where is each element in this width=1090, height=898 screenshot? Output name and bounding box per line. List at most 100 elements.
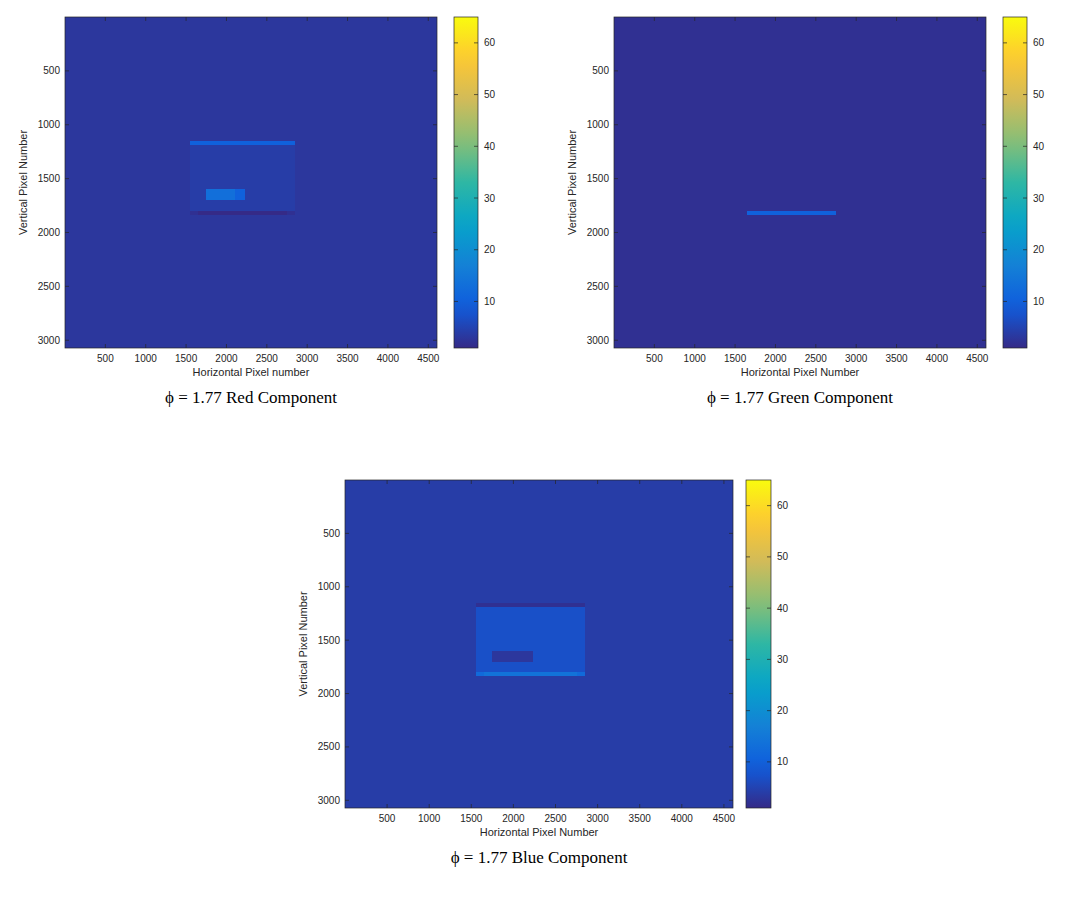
heatmap-cell xyxy=(287,141,295,145)
y-tick-label: 1500 xyxy=(587,173,610,184)
heatmap-cell xyxy=(614,17,740,141)
heatmap-cell xyxy=(585,672,733,677)
heatmap-cell xyxy=(198,211,206,216)
x-tick xyxy=(226,344,227,348)
heatmap-cell xyxy=(295,145,437,190)
x-tick-label: 2500 xyxy=(805,353,828,364)
x-tick-label: 3500 xyxy=(885,353,908,364)
x-tick xyxy=(977,17,978,21)
x-tick xyxy=(387,344,388,348)
heatmap-cell xyxy=(65,215,191,348)
y-tick xyxy=(982,70,986,71)
colorbar xyxy=(1003,17,1027,348)
x-tick xyxy=(597,480,598,484)
heatmap-cell xyxy=(235,17,246,141)
x-tick-label: 500 xyxy=(379,813,396,824)
heatmap-cell xyxy=(235,189,246,200)
heatmap-cell xyxy=(614,141,740,145)
heatmap-cell xyxy=(794,200,836,211)
heatmap-cell xyxy=(614,200,740,211)
heatmap-cell xyxy=(345,607,476,652)
colorbar-tick xyxy=(474,301,478,302)
heatmap-cell xyxy=(492,662,522,673)
colorbar-tick xyxy=(1023,94,1027,95)
y-tick xyxy=(982,232,986,233)
x-tick xyxy=(654,17,655,21)
heatmap-cell xyxy=(295,17,437,141)
panel: 5001000150020002500300035004000450050010… xyxy=(297,480,789,867)
heatmap-cells xyxy=(614,17,986,348)
colorbar-tick xyxy=(454,42,458,43)
heatmap-cell xyxy=(295,189,437,200)
heatmap-cell xyxy=(295,215,437,348)
heatmap-cell xyxy=(476,603,485,607)
figure: 5001000150020002500300035004000450050010… xyxy=(0,0,1090,898)
heatmap-cell xyxy=(206,211,235,216)
y-tick xyxy=(433,286,437,287)
panel: 5001000150020002500300035004000450050010… xyxy=(17,17,496,407)
heatmap-cell xyxy=(206,215,235,348)
x-tick xyxy=(639,804,640,808)
x-tick xyxy=(145,344,146,348)
heatmap-cell xyxy=(345,603,476,607)
y-tick xyxy=(614,286,618,287)
colorbar-tick xyxy=(454,146,458,147)
heatmap-cell xyxy=(585,603,733,607)
heatmap-cell xyxy=(577,607,586,652)
x-tick xyxy=(145,17,146,21)
heatmap-cell xyxy=(747,189,755,200)
colorbar-tick xyxy=(474,249,478,250)
y-tick xyxy=(614,340,618,341)
heatmap-cell xyxy=(245,211,287,216)
heatmap-cell xyxy=(476,662,485,673)
x-tick xyxy=(936,17,937,21)
y-tick xyxy=(729,746,733,747)
x-tick xyxy=(735,344,736,348)
colorbar-tick xyxy=(454,301,458,302)
heatmap-cell xyxy=(345,480,476,603)
x-tick xyxy=(307,344,308,348)
x-tick xyxy=(694,344,695,348)
heatmap-cell xyxy=(585,480,733,603)
x-tick xyxy=(775,344,776,348)
colorbar-tick xyxy=(474,198,478,199)
heatmap-cell xyxy=(522,676,533,808)
heatmap-cell xyxy=(492,672,522,677)
heatmap-cell xyxy=(295,211,437,216)
heatmap-cell xyxy=(585,607,733,652)
x-tick xyxy=(936,344,937,348)
x-tick xyxy=(639,480,640,484)
colorbar-tick-label: 20 xyxy=(484,244,496,255)
heatmap-cell xyxy=(844,215,986,348)
heatmap-cell xyxy=(476,607,485,652)
heatmap-cell xyxy=(577,603,586,607)
heatmap-cell xyxy=(190,189,198,200)
x-tick-label: 2000 xyxy=(764,353,787,364)
x-tick xyxy=(775,17,776,21)
heatmap-cell xyxy=(844,17,986,141)
y-tick xyxy=(65,178,69,179)
y-tick xyxy=(729,640,733,641)
colorbar-tick-label: 50 xyxy=(1033,89,1045,100)
y-tick-label: 1000 xyxy=(38,119,61,130)
heatmap-cell xyxy=(206,200,235,211)
x-tick xyxy=(266,17,267,21)
y-tick xyxy=(614,178,618,179)
heatmap-cell xyxy=(345,672,476,677)
heatmap-cell xyxy=(747,211,755,216)
x-tick xyxy=(186,344,187,348)
colorbar xyxy=(454,17,478,348)
heatmap-cell xyxy=(577,672,586,677)
x-tick xyxy=(815,344,816,348)
y-tick xyxy=(65,124,69,125)
x-tick xyxy=(471,804,472,808)
heatmap-cell xyxy=(614,189,740,200)
colorbar-tick xyxy=(746,761,750,762)
colorbar-tick-label: 50 xyxy=(777,551,789,562)
heatmap-cell xyxy=(484,480,493,603)
heatmap-cell xyxy=(287,200,295,211)
heatmap-cell xyxy=(739,17,747,141)
colorbar-tick xyxy=(1023,146,1027,147)
colorbar-tick xyxy=(746,505,750,506)
heatmap-cell xyxy=(345,676,476,808)
